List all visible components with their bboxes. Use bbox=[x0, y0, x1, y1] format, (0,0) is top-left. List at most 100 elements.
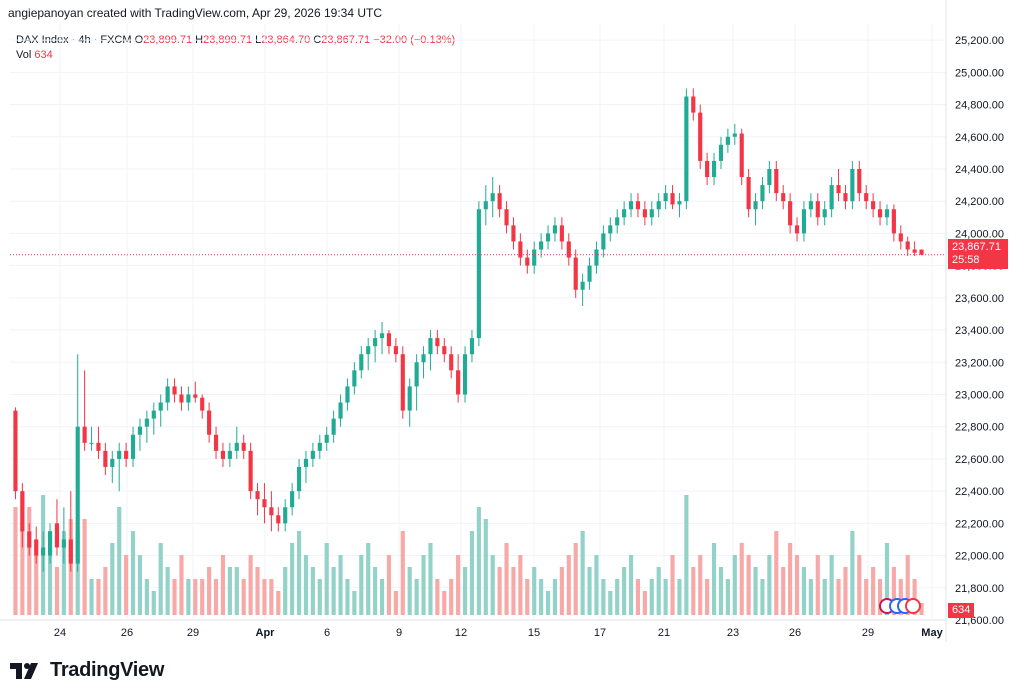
volume-bar bbox=[47, 531, 53, 615]
last-price-value: 23,867.71 bbox=[952, 241, 1001, 253]
volume-bar bbox=[151, 591, 156, 615]
volume-bar bbox=[829, 555, 834, 615]
volume-bar bbox=[421, 555, 426, 615]
volume-bar bbox=[359, 555, 364, 615]
candle-body bbox=[919, 249, 924, 255]
candle-body bbox=[864, 193, 869, 202]
candle-body bbox=[54, 523, 60, 548]
volume-bar bbox=[642, 591, 647, 615]
volume-bar bbox=[518, 555, 523, 615]
volume-bar bbox=[725, 579, 730, 615]
candle-body bbox=[497, 193, 502, 210]
volume-bar bbox=[587, 567, 592, 615]
candle-body bbox=[41, 547, 46, 556]
volume-bar bbox=[144, 579, 149, 615]
candle-body bbox=[905, 241, 910, 250]
volume-bar bbox=[615, 579, 620, 615]
candle-body bbox=[89, 442, 94, 444]
candle-body bbox=[760, 185, 765, 202]
volume-bar bbox=[130, 531, 136, 615]
candle-body bbox=[871, 201, 876, 210]
volume-bar bbox=[864, 579, 869, 615]
volume-bar bbox=[61, 531, 66, 615]
volume-bar bbox=[103, 567, 108, 615]
volume-bar bbox=[691, 567, 696, 615]
volume-bar bbox=[857, 555, 862, 615]
volume-bar bbox=[753, 567, 758, 615]
candle-body bbox=[373, 338, 378, 347]
volume-bar bbox=[788, 543, 793, 615]
candle-body bbox=[684, 96, 689, 202]
candle-body bbox=[587, 265, 592, 282]
candle-body bbox=[352, 370, 357, 387]
candle-body bbox=[511, 225, 516, 242]
candle-body bbox=[836, 185, 841, 194]
volume-bar bbox=[352, 591, 357, 615]
x-tick-label: 29 bbox=[187, 627, 199, 639]
volume-bar bbox=[794, 555, 800, 615]
volume-bar bbox=[760, 579, 765, 615]
volume-bar bbox=[656, 567, 661, 615]
volume-bar bbox=[469, 531, 475, 615]
candle-body bbox=[96, 442, 101, 451]
x-tick-label: 9 bbox=[396, 627, 402, 639]
y-tick-label: 22,200.00 bbox=[955, 518, 1004, 530]
volume-bar bbox=[124, 555, 129, 615]
candle-body bbox=[103, 450, 108, 467]
chart-credit: angiepanoyan created with TradingView.co… bbox=[8, 6, 383, 20]
volume-bar bbox=[843, 567, 848, 615]
candle-body bbox=[296, 466, 302, 492]
candle-body bbox=[732, 133, 737, 137]
candle-body bbox=[552, 225, 558, 234]
candle-body bbox=[622, 209, 627, 218]
candle-body bbox=[566, 241, 571, 258]
volume-bar bbox=[213, 579, 219, 615]
candle-body bbox=[165, 386, 170, 403]
x-tick-label: 15 bbox=[528, 627, 540, 639]
volume-bar bbox=[200, 579, 205, 615]
candle-body bbox=[884, 209, 890, 218]
candle-body bbox=[234, 442, 239, 451]
volume-bar bbox=[573, 543, 578, 615]
candle-body bbox=[539, 241, 544, 250]
volume-bar bbox=[379, 579, 385, 615]
candle-body bbox=[580, 281, 585, 290]
candle-body bbox=[573, 257, 578, 290]
candle-body bbox=[144, 418, 149, 427]
volume-bar bbox=[566, 555, 571, 615]
volume-bar bbox=[20, 495, 25, 615]
candle-body bbox=[276, 515, 281, 524]
candle-body bbox=[75, 426, 80, 564]
candle-body bbox=[545, 233, 551, 242]
volume-bar bbox=[386, 555, 392, 615]
volume-bar bbox=[220, 555, 226, 615]
volume-bar bbox=[663, 579, 668, 615]
candle-body bbox=[594, 249, 599, 266]
candle-body bbox=[829, 185, 834, 210]
volume-bar bbox=[393, 591, 398, 615]
tradingview-logo[interactable]: TradingView bbox=[10, 659, 164, 682]
candle-body bbox=[788, 201, 793, 226]
volume-bar bbox=[255, 567, 260, 615]
volume-bar bbox=[54, 567, 60, 615]
candle-body bbox=[400, 354, 405, 411]
volume-bar bbox=[27, 507, 32, 615]
x-tick-label: 29 bbox=[862, 627, 874, 639]
candle-body bbox=[476, 209, 481, 339]
candle-body bbox=[310, 450, 315, 459]
candle-body bbox=[366, 346, 371, 355]
volume-bar bbox=[241, 579, 246, 615]
candle-body bbox=[698, 112, 703, 161]
candle-body bbox=[317, 442, 322, 451]
candle-body bbox=[393, 346, 398, 355]
volume-bar bbox=[407, 567, 412, 615]
volume-bar bbox=[96, 579, 101, 615]
candle-body bbox=[456, 370, 461, 395]
candle-body bbox=[158, 402, 163, 411]
candle-body bbox=[200, 397, 205, 411]
candle-body bbox=[110, 458, 115, 467]
volume-bar bbox=[705, 579, 710, 615]
candle-body bbox=[608, 225, 613, 234]
candle-body bbox=[912, 249, 917, 253]
